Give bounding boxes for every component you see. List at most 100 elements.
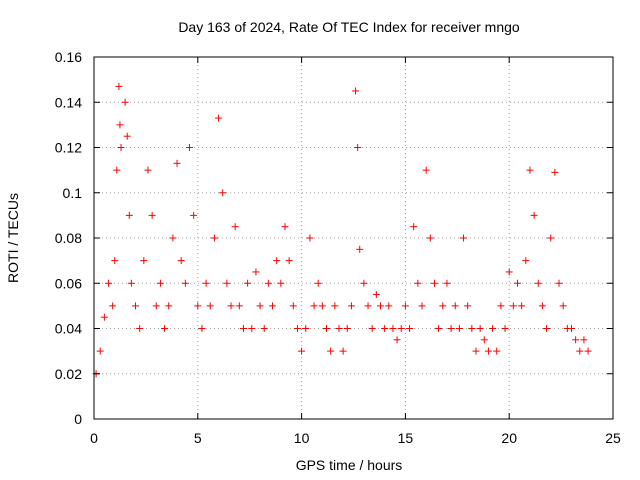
data-point xyxy=(472,347,480,355)
data-point xyxy=(140,257,148,265)
data-point xyxy=(435,325,443,332)
data-point xyxy=(339,347,347,355)
data-point xyxy=(372,291,380,299)
data-point xyxy=(414,279,422,287)
grid xyxy=(94,57,613,419)
x-tick-label: 20 xyxy=(501,430,517,446)
data-point xyxy=(285,257,293,265)
y-tick-label: 0.16 xyxy=(55,49,82,65)
data-point xyxy=(385,302,393,310)
data-point xyxy=(177,257,185,265)
data-point xyxy=(489,325,497,332)
data-point xyxy=(418,302,426,310)
data-point xyxy=(318,302,326,310)
data-point xyxy=(443,279,451,287)
data-point xyxy=(105,279,113,287)
data-point xyxy=(547,234,555,242)
data-point xyxy=(555,279,563,287)
data-point xyxy=(368,325,376,332)
data-point xyxy=(194,302,202,310)
data-point xyxy=(426,234,434,242)
data-point xyxy=(530,211,538,219)
data-point xyxy=(522,257,530,265)
data-point xyxy=(422,166,430,174)
data-point xyxy=(264,279,272,287)
data-point xyxy=(148,211,156,219)
data-point xyxy=(100,313,108,321)
data-point xyxy=(514,279,522,287)
data-point xyxy=(397,325,405,332)
data-point xyxy=(298,347,306,355)
data-point xyxy=(302,325,310,332)
data-point xyxy=(252,268,260,276)
data-point xyxy=(219,189,227,197)
y-tick-label: 0.08 xyxy=(55,230,82,246)
data-point xyxy=(584,347,592,355)
data-point xyxy=(111,257,119,265)
data-point xyxy=(198,325,206,332)
data-point xyxy=(410,223,418,231)
data-point xyxy=(393,336,401,344)
data-point xyxy=(538,302,546,310)
x-tick-label: 25 xyxy=(605,430,621,446)
data-point xyxy=(127,279,135,287)
data-point xyxy=(327,347,335,355)
y-tick-label: 0 xyxy=(74,411,82,427)
data-point xyxy=(289,302,297,310)
y-axis-label: ROTI / TECUs xyxy=(5,193,21,283)
axis-ticks xyxy=(93,56,614,420)
data-point xyxy=(173,159,181,167)
y-tick-label: 0.1 xyxy=(63,185,83,201)
data-point xyxy=(376,302,384,310)
data-point xyxy=(161,325,169,332)
data-point xyxy=(281,223,289,231)
data-point xyxy=(223,279,231,287)
data-point xyxy=(381,325,389,332)
data-point xyxy=(136,325,144,332)
data-point xyxy=(109,302,117,310)
data-point xyxy=(343,325,351,332)
data-point xyxy=(113,166,121,174)
data-point xyxy=(364,302,372,310)
data-point xyxy=(248,325,256,332)
data-point xyxy=(451,302,459,310)
x-tick-label: 10 xyxy=(294,430,310,446)
chart-title: Day 163 of 2024, Rate Of TEC Index for r… xyxy=(178,19,520,35)
data-point xyxy=(360,279,368,287)
data-point xyxy=(215,114,223,122)
data-point xyxy=(244,279,252,287)
x-tick-label: 0 xyxy=(90,430,98,446)
data-point xyxy=(277,279,285,287)
data-point xyxy=(559,302,567,310)
data-point xyxy=(314,279,322,287)
x-tick-label: 5 xyxy=(194,430,202,446)
x-tick-label: 15 xyxy=(398,430,414,446)
y-tick-labels: 0 0.02 0.04 0.06 0.08 0.1 0.12 0.14 0.16 xyxy=(55,49,82,427)
data-point xyxy=(406,325,414,332)
data-point xyxy=(269,302,277,310)
data-point xyxy=(121,98,129,106)
data-point xyxy=(447,325,455,332)
data-point xyxy=(231,223,239,231)
data-point xyxy=(543,325,551,332)
data-point xyxy=(273,257,281,265)
data-point xyxy=(323,325,331,332)
x-axis-label: GPS time / hours xyxy=(296,457,403,473)
data-point xyxy=(480,336,488,344)
data-point xyxy=(401,302,409,310)
y-tick-label: 0.02 xyxy=(55,366,82,382)
data-point xyxy=(181,279,189,287)
data-point xyxy=(464,302,472,310)
data-point xyxy=(117,144,125,151)
data-point xyxy=(497,302,505,310)
data-point xyxy=(335,325,343,332)
data-point xyxy=(347,302,355,310)
data-point xyxy=(260,325,268,332)
data-point xyxy=(484,347,492,355)
data-point xyxy=(526,166,534,174)
data-point xyxy=(455,325,463,332)
data-point xyxy=(185,144,193,151)
data-point xyxy=(518,302,526,310)
data-point xyxy=(389,325,397,332)
